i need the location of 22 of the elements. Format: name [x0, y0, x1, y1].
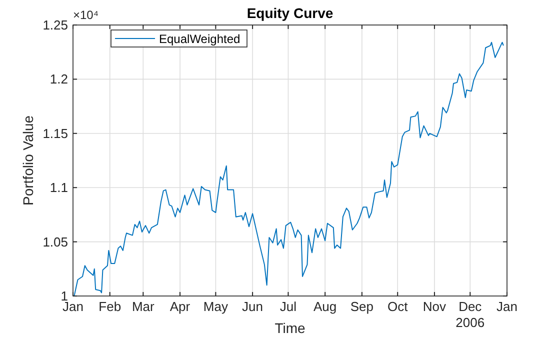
legend-label: EqualWeighted	[159, 32, 240, 46]
y-axis-title: Portfolio Value	[20, 115, 36, 206]
x-axis-title: Time	[274, 320, 306, 336]
x-tick-label: Nov	[422, 299, 447, 314]
x-tick-label: Sep	[350, 299, 374, 314]
y-tick-label: 1.05	[42, 234, 68, 250]
x-tick-label: Aug	[314, 299, 337, 314]
x-tick-label: Jun	[242, 299, 264, 314]
y-tick-label: 1.1	[50, 180, 68, 196]
text: ×10⁴	[73, 8, 99, 22]
x-tick-label: Apr	[170, 299, 191, 314]
x-tick-label: Dec 2006	[456, 299, 485, 330]
x-tick-label: May	[203, 299, 228, 314]
x-tick-label: Jul	[280, 299, 297, 314]
x-tick-label: Feb	[98, 299, 122, 314]
y-tick-label: 1.15	[42, 126, 68, 141]
chart-title: Equity Curve	[246, 5, 334, 21]
x-tick-label: Jan	[496, 299, 518, 314]
x-tick-label: Oct	[387, 299, 408, 314]
x-tick-label: Mar	[132, 299, 156, 314]
y-tick-label: 1.25	[42, 18, 68, 32]
y-tick-label: 1.2	[50, 72, 68, 87]
